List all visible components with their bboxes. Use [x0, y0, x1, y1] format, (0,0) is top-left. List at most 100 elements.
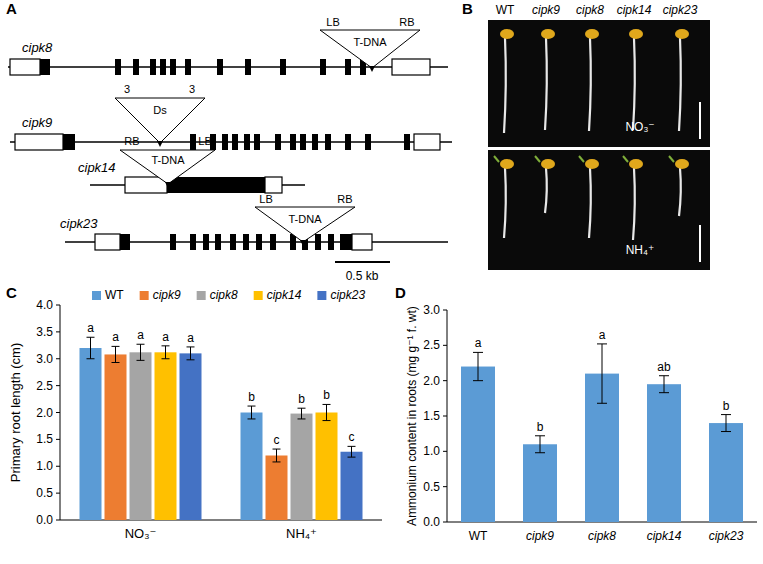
y-tick: [56, 439, 60, 440]
error-bar: [273, 449, 281, 462]
exon: [312, 134, 318, 150]
seedling-leaf: [579, 156, 584, 162]
bar: [105, 354, 127, 520]
row-label: NO₃⁻: [625, 120, 654, 134]
seedling-seed: [629, 159, 643, 169]
error-bar: [298, 408, 306, 419]
exon: [345, 59, 351, 75]
utr: [392, 59, 430, 75]
y-tick-label: 2.0: [423, 374, 440, 388]
exon: [270, 234, 276, 250]
exon: [170, 234, 176, 250]
x-tick-label: cipk9: [526, 529, 554, 543]
x-tick-label: cipk23: [709, 529, 744, 543]
exon: [345, 134, 351, 150]
utr: [352, 234, 372, 250]
exon: [315, 234, 321, 250]
bar: [709, 423, 743, 522]
insertion-triangle: [120, 150, 215, 184]
bar: [291, 414, 313, 520]
exon: [203, 234, 209, 250]
y-tick-label: 1.0: [36, 459, 53, 473]
y-tick: [56, 385, 60, 386]
error-bar: [162, 346, 170, 359]
gene-name: cipk9: [22, 115, 52, 130]
y-tick-label: 0.5: [423, 480, 440, 494]
exon: [185, 59, 191, 75]
error-bar: [137, 344, 145, 360]
bar: [266, 456, 288, 521]
legend-swatch: [317, 291, 326, 300]
seedling-root: [679, 38, 681, 131]
insertion-arrow: [369, 66, 375, 72]
exon: [40, 59, 50, 75]
error-bar: [248, 406, 256, 419]
bar: [523, 444, 557, 522]
panel-label: A: [6, 0, 17, 17]
bar: [647, 384, 681, 522]
legend-label: cipk23: [330, 288, 365, 302]
y-axis-title: Ammonium content in roots (mg g⁻¹ f. wt): [405, 306, 419, 526]
scale-bar: [335, 261, 390, 263]
bar: [180, 353, 202, 520]
seedling-seed: [541, 159, 555, 169]
bar: [155, 352, 177, 520]
exon: [340, 234, 352, 250]
photo-scale-bar: [699, 225, 701, 262]
insertion-end: RB: [337, 193, 352, 205]
panel-label: D: [395, 284, 406, 301]
chart-c: C0.00.51.01.52.02.53.03.54.0Primary root…: [6, 284, 382, 541]
scale-bar-label: 0.5 kb: [346, 269, 379, 283]
significance-letter: b: [537, 420, 544, 434]
chart-d: D0.00.51.01.52.02.53.0Ammonium content i…: [395, 284, 757, 543]
error-bar: [535, 436, 545, 453]
photo-scale-bar: [699, 102, 701, 139]
seedling-leaf: [494, 156, 499, 162]
insertion-name: T-DNA: [152, 154, 186, 166]
y-tick-label: 2.5: [423, 338, 440, 352]
utr: [265, 177, 282, 193]
y-axis-title: Primary root length (cm): [8, 343, 23, 482]
y-tick: [56, 305, 60, 306]
seedling-seed: [629, 29, 643, 39]
legend-swatch: [92, 291, 101, 300]
significance-letter: b: [298, 392, 305, 406]
insertion-end: 3: [189, 83, 195, 95]
exon: [217, 59, 223, 75]
column-label: WT: [496, 3, 515, 17]
exon: [325, 134, 331, 150]
insertion-triangle: [255, 207, 355, 242]
y-tick-label: 0.5: [36, 486, 53, 500]
y-tick-label: 3.0: [423, 303, 440, 317]
y-tick: [443, 522, 447, 523]
y-tick: [443, 345, 447, 346]
x-tick-label: cipk8: [588, 529, 616, 543]
insertion-end: RB: [399, 16, 414, 28]
gene: cipk9Ds33: [10, 83, 452, 150]
photo: [488, 150, 710, 270]
significance-letter: a: [162, 330, 169, 344]
y-tick: [443, 486, 447, 487]
legend-label: cipk9: [153, 288, 181, 302]
insertion-arrow: [300, 240, 306, 246]
photo: [488, 20, 710, 147]
insertion-end: RB: [124, 135, 139, 147]
exon: [244, 134, 250, 150]
legend-label: cipk14: [267, 288, 302, 302]
significance-letter: a: [137, 328, 144, 342]
row-label: NH₄⁺: [626, 243, 655, 257]
significance-letter: a: [599, 328, 606, 342]
seedling-root: [504, 168, 506, 238]
exon: [320, 59, 326, 75]
seedling-seed: [500, 29, 514, 39]
seedling-root: [545, 38, 547, 130]
exon: [115, 59, 121, 75]
error-bar: [659, 376, 669, 393]
y-tick: [56, 331, 60, 332]
seedling-root: [633, 168, 635, 240]
insertion-end: LB: [326, 16, 339, 28]
y-tick-label: 0.0: [423, 515, 440, 529]
intron-line: [10, 141, 452, 142]
significance-letter: a: [475, 336, 482, 350]
utr: [414, 134, 440, 150]
